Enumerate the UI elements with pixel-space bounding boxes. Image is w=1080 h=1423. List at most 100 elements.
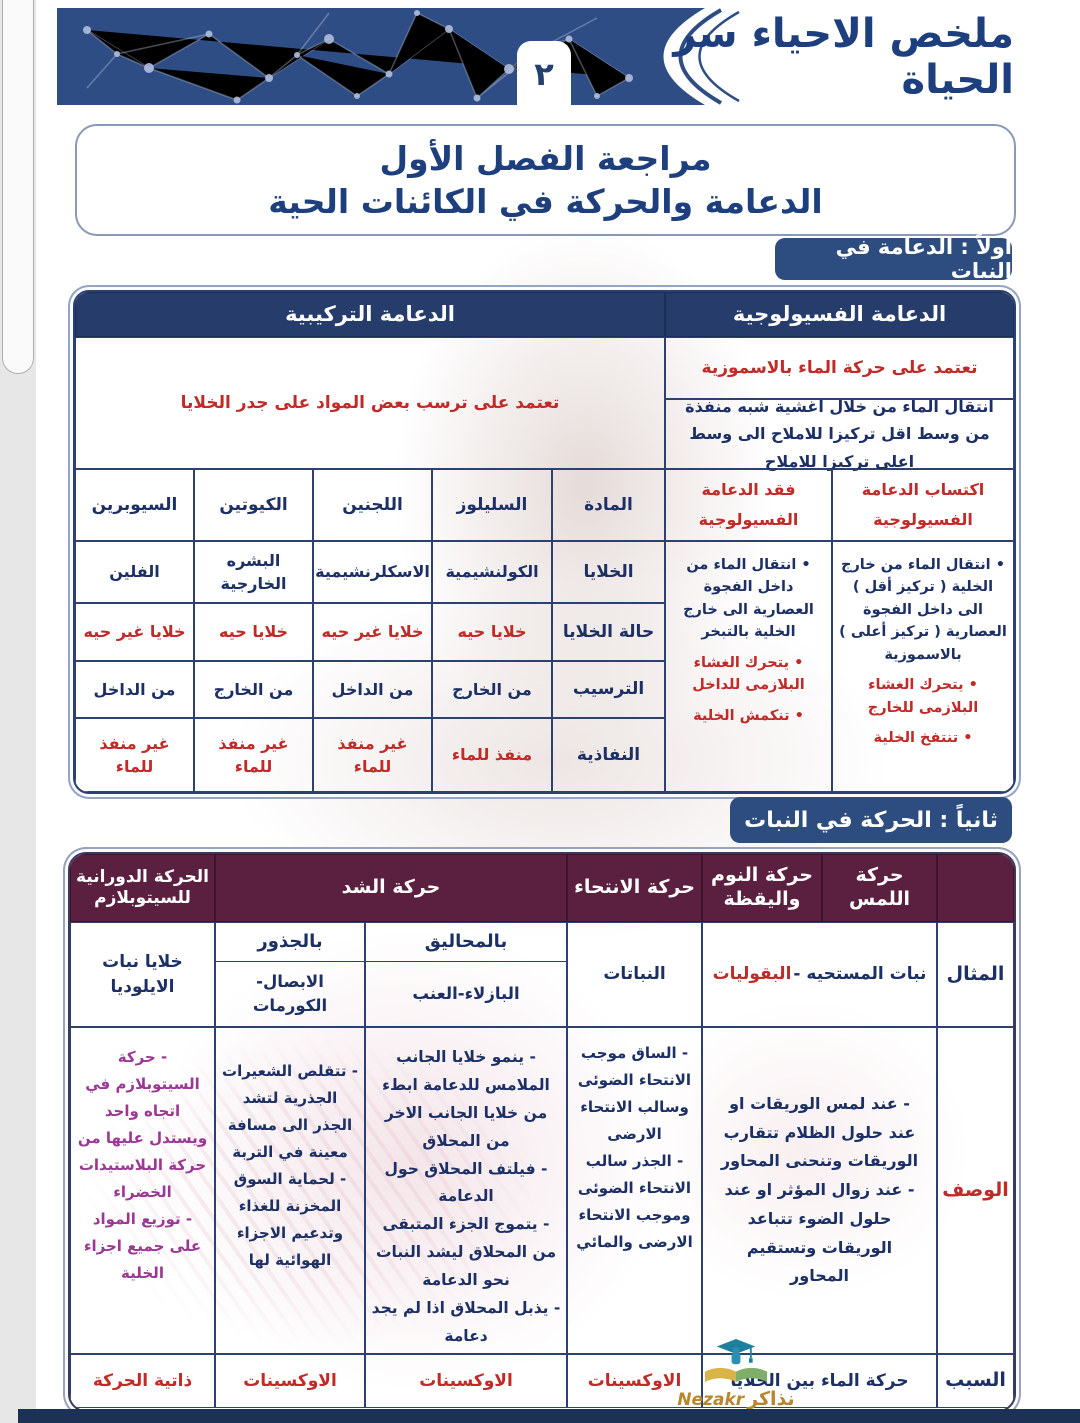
watermark-arabic: نذاكر	[747, 1388, 795, 1410]
t2-header-rotation: الحركة الدورانية للسيتوبلازم	[70, 854, 215, 922]
t1-rowlabel-material: المادة	[552, 469, 665, 541]
t2-example-tropism: النباتات	[567, 922, 702, 1027]
graduation-cap-book-icon	[704, 1339, 768, 1382]
support-table: الدعامة الفسيولوجية الدعامة التركيبية تع…	[73, 290, 1016, 794]
t1-physio-transfer-note: انتقال الماء من خلال اغشية شبه منفذة من …	[665, 397, 1014, 471]
t2-rowlabel-description: الوصف	[937, 1027, 1014, 1354]
t2-cause-tendrils: الاوكسينات	[365, 1354, 567, 1408]
table-cell: غير منفذ للماء	[313, 718, 432, 792]
t1-gain-bullet-2: يتحرك الغشاء البلازمى للخارج	[838, 674, 1008, 719]
review-title-line2: الدعامة والحركة في الكائنات الحية	[268, 182, 823, 221]
review-title-line1: مراجعة الفصل الأول	[379, 139, 712, 178]
t2-desc-touch-sleep: عند لمس الوريقات او عند حلول الظلام تتقا…	[702, 1027, 937, 1354]
desc-bullet: توزيع المواد على جميع اجزاء الخلية	[76, 1206, 209, 1287]
roots-title: بالجذور	[216, 923, 364, 963]
table-cell: من الداخل	[75, 661, 194, 718]
watermark-latin: Nezakr	[677, 1390, 745, 1410]
t1-gain-bullets: انتقال الماء من خارج الخلية ( تركيز أقل …	[832, 541, 1014, 792]
t2-desc-tendrils: ينمو خلايا الجانب الملامس للدعامة ابطء م…	[365, 1027, 567, 1354]
t1-rowlabel-deposition: الترسيب	[552, 661, 665, 718]
desc-bullet: يتموج الجزء المتبقى من المحلاق ليشد النب…	[371, 1211, 561, 1295]
t2-header-tropism: حركة الانتحاء	[567, 854, 702, 922]
desc-bullet: عند زوال المؤثر او عند حلول الضوء تتباعد…	[717, 1176, 922, 1291]
roots-sub: الابصال- الكورمات	[252, 972, 328, 1016]
t1-gain-bullet-3: تنتفخ الخلية	[873, 727, 972, 749]
t1-material-lignin: اللجنين	[313, 469, 432, 541]
t1-physio-osmosis-note: تعتمد على حركة الماء بالاسموزية	[665, 337, 1014, 399]
desc-bullet: حركة السيتوبلازم في اتجاه واحد ويستدل عل…	[76, 1044, 209, 1206]
example-legumes: البقوليات	[712, 964, 792, 985]
desc-bullet: يذبل المحلاق اذا لم يجد دعامة	[371, 1295, 561, 1351]
t2-rowlabel-cause: السبب	[937, 1354, 1014, 1408]
table-cell: منفذ للماء	[432, 718, 552, 792]
desc-bullet: ينمو خلايا الجانب الملامس للدعامة ابطء م…	[371, 1044, 561, 1156]
t1-material-cutin: الكيوتين	[194, 469, 313, 541]
table-cell: الفلين	[75, 541, 194, 603]
page-bottom-bar	[18, 1409, 1080, 1423]
page-number-tab: ٢	[517, 41, 571, 106]
t1-loss-bullet-3: تنكمش الخلية	[693, 705, 804, 727]
desc-bullet: عند لمس الوريقات او عند حلول الظلام تتقا…	[717, 1090, 922, 1176]
t1-gain-bullet-1: انتقال الماء من خارج الخلية ( تركيز أقل …	[838, 554, 1008, 666]
t2-header-tension: حركة الشد	[215, 854, 567, 922]
table-cell: الاسكلرنشيمية	[313, 541, 432, 603]
t2-rowlabel-example: المثال	[937, 922, 1014, 1027]
t1-material-cellulose: السليلوز	[432, 469, 552, 541]
table-cell: غير منفذ للماء	[194, 718, 313, 792]
table-cell: خلايا غير حيه	[75, 603, 194, 661]
table-cell: خلايا حيه	[432, 603, 552, 661]
desc-bullet: لحماية السوق المخزنة للغذاء وتدعيم الاجز…	[221, 1166, 359, 1274]
t2-header-touch: حركة اللمس	[822, 854, 937, 922]
t1-material-suberin: السيوبرين	[75, 469, 194, 541]
example-mimosa: نبات المستحيه -	[793, 964, 927, 985]
t2-example-rotation: خلايا نبات الايلوديا	[70, 922, 215, 1027]
t2-desc-tropism: الساق موجب الانتحاء الضوئى وسالب الانتحا…	[567, 1027, 702, 1354]
tendrils-sub: البازلاء-العنب	[412, 984, 520, 1004]
table-cell: الكولنشيمية	[432, 541, 552, 603]
t2-cause-roots: الاوكسينات	[215, 1354, 365, 1408]
t1-header-structural: الدعامة التركيبية	[75, 292, 665, 337]
t1-rowlabel-cells: الخلايا	[552, 541, 665, 603]
t1-loss-bullet-2: يتحرك الغشاء البلازمى للداخل	[671, 652, 826, 697]
movement-table: حركة اللمس حركة النوم واليقظة حركة الانت…	[68, 852, 1016, 1412]
t2-desc-roots: تتقلص الشعيرات الجذرية لتشد الجذر الى مس…	[215, 1027, 365, 1354]
tendrils-title: بالمحاليق	[366, 923, 566, 963]
table-cell: من الخارج	[194, 661, 313, 718]
t1-rowlabel-permeability: النفاذية	[552, 718, 665, 792]
table-cell: غير منفذ للماء	[75, 718, 194, 792]
table-cell: من الخارج	[432, 661, 552, 718]
t1-gain-header: اكتساب الدعامة الفسيولوجية	[832, 469, 1014, 541]
t2-header-sleep: حركة النوم واليقظة	[702, 854, 822, 922]
t1-loss-bullets: انتقال الماء من داخل الفجوة العصارية الى…	[665, 541, 832, 792]
watermark-text: Nezakr نذاكر	[677, 1388, 794, 1410]
watermark-logo: Nezakr نذاكر	[672, 1336, 800, 1420]
table-cell: خلايا غير حيه	[313, 603, 432, 661]
t1-rowlabel-cellstate: حالة الخلايا	[552, 603, 665, 661]
review-title-box: مراجعة الفصل الأول الدعامة والحركة في ال…	[75, 124, 1016, 236]
t1-structural-note: تعتمد على ترسب بعض المواد على جدر الخلاي…	[75, 337, 665, 469]
desc-bullet: الساق موجب الانتحاء الضوئى وسالب الانتحا…	[573, 1040, 696, 1148]
t1-header-physiological: الدعامة الفسيولوجية	[665, 292, 1014, 337]
table-cell: خلايا حيه	[194, 603, 313, 661]
previous-page-edge[interactable]	[2, 0, 34, 374]
table-cell: البشره الخارجية	[194, 541, 313, 603]
desc-bullet: فيلتف المحلاق حول الدعامة	[371, 1156, 561, 1212]
t2-example-tendrils: بالمحاليق البازلاء-العنب	[365, 922, 567, 1027]
t2-example-roots: بالجذور الابصال- الكورمات	[215, 922, 365, 1027]
t2-header-empty	[937, 854, 1014, 922]
section2-heading: ثانياً : الحركة في النبات	[730, 797, 1012, 843]
desc-bullet: تتقلص الشعيرات الجذرية لتشد الجذر الى مس…	[221, 1058, 359, 1166]
desc-bullet: الجذر سالب الانتحاء الضوئى وموجب الانتحا…	[573, 1148, 696, 1256]
t2-desc-rotation: حركة السيتوبلازم في اتجاه واحد ويستدل عل…	[70, 1027, 215, 1354]
document-title: ملخص الاحياء سر الحياة	[673, 10, 1015, 103]
graduation-cap-icon	[716, 1339, 756, 1354]
t1-loss-bullet-1: انتقال الماء من داخل الفجوة العصارية الى…	[671, 554, 826, 644]
t2-example-touch-sleep: نبات المستحيه - البقوليات	[702, 922, 937, 1027]
t2-cause-rotation: ذاتية الحركة	[70, 1354, 215, 1408]
t2-cause-touch-sleep: حركة الماء بين الخلايا	[702, 1354, 937, 1408]
section1-heading: أولاً : الدعامة في النبات	[775, 235, 1012, 283]
t1-loss-header: فقد الدعامة الفسيولوجية	[665, 469, 832, 541]
open-book-icon	[704, 1367, 736, 1382]
table-cell: من الداخل	[313, 661, 432, 718]
